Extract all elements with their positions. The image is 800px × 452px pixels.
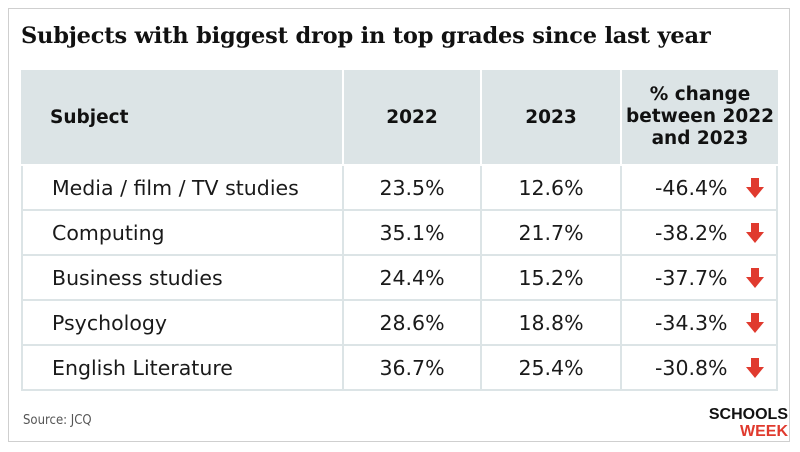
- header-2023: 2023: [480, 70, 620, 166]
- cell-subject: Business studies: [21, 256, 342, 301]
- down-arrow-icon: [745, 222, 764, 243]
- cell-subject: English Literature: [21, 346, 342, 391]
- change-value: -30.8%: [655, 355, 728, 380]
- change-value: -46.4%: [655, 175, 728, 200]
- header-change-line-2: between 2022: [626, 106, 774, 127]
- cell-change: -30.8%: [620, 346, 778, 391]
- cell-2022: 24.4%: [342, 256, 480, 301]
- header-change-line-1: % change: [649, 84, 751, 105]
- cell-2022: 28.6%: [342, 301, 480, 346]
- cell-change: -46.4%: [620, 166, 778, 211]
- table-row: Media / film / TV studies 23.5% 12.6% -4…: [21, 166, 778, 211]
- change-value: -37.7%: [655, 265, 728, 290]
- cell-2023: 18.8%: [480, 301, 620, 346]
- change-value: -34.3%: [655, 310, 728, 335]
- cell-2023: 15.2%: [480, 256, 620, 301]
- chart-title: Subjects with biggest drop in top grades…: [21, 23, 711, 49]
- schools-week-logo: SCHOOLS WEEK: [709, 406, 789, 440]
- chart-card: Subjects with biggest drop in top grades…: [8, 8, 790, 442]
- down-arrow-icon: [745, 177, 764, 198]
- cell-2022: 36.7%: [342, 346, 480, 391]
- logo-line-2: WEEK: [740, 423, 788, 440]
- logo-line-1: SCHOOLS: [709, 406, 788, 423]
- cell-change: -34.3%: [620, 301, 778, 346]
- header-change: % change between 2022 and 2023: [620, 70, 778, 166]
- source-note: Source: JCQ: [23, 413, 92, 428]
- cell-2023: 12.6%: [480, 166, 620, 211]
- table-row: English Literature 36.7% 25.4% -30.8%: [21, 346, 778, 391]
- down-arrow-icon: [745, 312, 764, 333]
- cell-subject: Media / film / TV studies: [21, 166, 342, 211]
- cell-subject: Computing: [21, 211, 342, 256]
- table-header-row: Subject 2022 2023 % change between 2022 …: [21, 70, 778, 166]
- cell-2023: 25.4%: [480, 346, 620, 391]
- header-subject: Subject: [21, 70, 342, 166]
- header-2022: 2022: [342, 70, 480, 166]
- cell-subject: Psychology: [21, 301, 342, 346]
- table-row: Computing 35.1% 21.7% -38.2%: [21, 211, 778, 256]
- cell-change: -37.7%: [620, 256, 778, 301]
- change-value: -38.2%: [655, 220, 728, 245]
- cell-2022: 35.1%: [342, 211, 480, 256]
- cell-change: -38.2%: [620, 211, 778, 256]
- table-row: Business studies 24.4% 15.2% -37.7%: [21, 256, 778, 301]
- cell-2023: 21.7%: [480, 211, 620, 256]
- down-arrow-icon: [745, 267, 764, 288]
- down-arrow-icon: [745, 357, 764, 378]
- cell-2022: 23.5%: [342, 166, 480, 211]
- header-change-line-3: and 2023: [651, 128, 749, 149]
- data-table: Subject 2022 2023 % change between 2022 …: [21, 70, 778, 391]
- table-row: Psychology 28.6% 18.8% -34.3%: [21, 301, 778, 346]
